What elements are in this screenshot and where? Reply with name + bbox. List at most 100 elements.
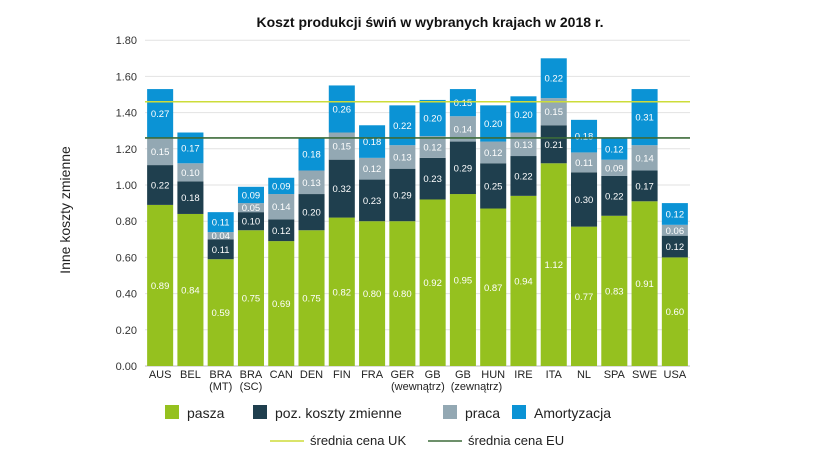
data-label: 0.22 xyxy=(545,74,564,85)
data-label: 0.22 xyxy=(605,191,624,202)
data-label: 0.87 xyxy=(484,283,503,294)
bar-segment xyxy=(631,145,658,171)
x-tick-label: IRE xyxy=(514,369,532,381)
bar-segment xyxy=(298,230,325,366)
data-label: 0.30 xyxy=(575,195,594,206)
x-tick-label: GER xyxy=(390,369,414,381)
data-label: 0.29 xyxy=(393,190,412,201)
data-label: 0.12 xyxy=(666,209,685,220)
data-label: 0.80 xyxy=(393,289,412,300)
data-label: 0.82 xyxy=(333,287,352,298)
data-label: 0.15 xyxy=(333,142,352,153)
bar-segment xyxy=(631,170,658,202)
data-label: 0.92 xyxy=(423,278,442,289)
data-label: 0.18 xyxy=(575,132,594,143)
legend-label: pasza xyxy=(187,405,225,421)
y-tick-label: 0.40 xyxy=(116,289,137,301)
bar-segment xyxy=(389,145,416,169)
data-label: 0.77 xyxy=(575,292,594,303)
bar-segment xyxy=(359,179,386,222)
data-label: 0.12 xyxy=(666,242,685,253)
bar-segment xyxy=(207,212,234,233)
x-tick-label: AUS xyxy=(149,369,172,381)
legend-swatch xyxy=(512,405,526,419)
bar-segment xyxy=(571,226,598,366)
data-label: 0.04 xyxy=(211,231,230,242)
bar-segment xyxy=(601,215,628,366)
bar-segment xyxy=(540,163,567,366)
bar-segment xyxy=(207,259,234,366)
bar-segment xyxy=(359,221,386,366)
bar-segment xyxy=(237,212,264,231)
data-label: 0.12 xyxy=(605,144,624,155)
bar-segment xyxy=(298,170,325,195)
legend-swatch xyxy=(443,405,457,419)
bar-segment xyxy=(480,105,507,142)
bar-segment xyxy=(237,230,264,366)
data-label: 0.20 xyxy=(484,119,503,130)
data-label: 0.10 xyxy=(181,168,200,179)
data-label: 0.31 xyxy=(635,113,654,124)
data-label: 0.09 xyxy=(242,190,261,201)
bar-segment xyxy=(207,239,234,260)
y-tick-label: 1.80 xyxy=(116,35,137,47)
y-tick-label: 1.20 xyxy=(116,144,137,156)
bar-segment xyxy=(389,221,416,366)
x-tick-label: (wewnątrz) xyxy=(391,381,445,393)
y-tick-label: 0.80 xyxy=(116,216,137,228)
bar-segment xyxy=(298,137,325,171)
x-tick-label: GB xyxy=(455,369,471,381)
x-tick-label: CAN xyxy=(270,369,293,381)
data-label: 0.60 xyxy=(666,307,685,318)
legend-label: średnia cena UK xyxy=(310,433,406,448)
data-label: 0.14 xyxy=(272,202,291,213)
chart-title: Koszt produkcji świń w wybranych krajach… xyxy=(256,14,603,30)
data-label: 0.10 xyxy=(242,217,261,228)
data-label: 0.22 xyxy=(514,171,533,182)
bar-segment xyxy=(571,152,598,173)
data-label: 0.18 xyxy=(363,137,382,148)
data-label: 0.22 xyxy=(151,181,170,192)
bar-segment xyxy=(480,208,507,366)
data-label: 0.29 xyxy=(454,163,473,174)
data-label: 0.21 xyxy=(545,140,564,151)
data-label: 0.11 xyxy=(212,218,230,229)
bar-segment xyxy=(449,141,476,195)
data-label: 0.84 xyxy=(181,285,200,296)
legend-label: poz. koszty zmienne xyxy=(275,405,402,421)
bar-segment xyxy=(268,177,295,195)
x-tick-label: (SC) xyxy=(240,381,263,393)
data-label: 0.23 xyxy=(423,174,442,185)
bar-segment xyxy=(601,137,628,160)
data-label: 0.18 xyxy=(302,150,321,161)
bar-segment xyxy=(268,219,295,242)
bar-segment xyxy=(571,119,598,153)
bar-segment xyxy=(419,199,446,366)
data-label: 0.05 xyxy=(242,203,261,214)
bar-segment xyxy=(419,99,446,137)
bar-segment xyxy=(480,163,507,209)
bar-segment xyxy=(237,186,264,204)
data-label: 0.25 xyxy=(484,181,503,192)
data-label: 0.94 xyxy=(514,276,533,287)
bar-segment xyxy=(207,232,234,240)
data-label: 0.83 xyxy=(605,286,624,297)
x-tick-label: NL xyxy=(577,369,591,381)
data-label: 0.09 xyxy=(272,181,291,192)
bar-segment xyxy=(601,175,628,216)
data-label: 0.69 xyxy=(272,299,291,310)
y-tick-label: 1.60 xyxy=(116,71,137,83)
data-label: 0.80 xyxy=(363,289,382,300)
bar-segment xyxy=(419,157,446,200)
bar-segment xyxy=(359,125,386,158)
bar-segment xyxy=(147,204,174,366)
bar-segment xyxy=(631,89,658,146)
data-label: 1.12 xyxy=(545,260,564,271)
data-label: 0.20 xyxy=(423,114,442,125)
bar-segment xyxy=(449,89,476,117)
bar-segment xyxy=(177,181,204,214)
x-tick-label: SPA xyxy=(604,369,626,381)
legend-label: praca xyxy=(465,405,500,421)
